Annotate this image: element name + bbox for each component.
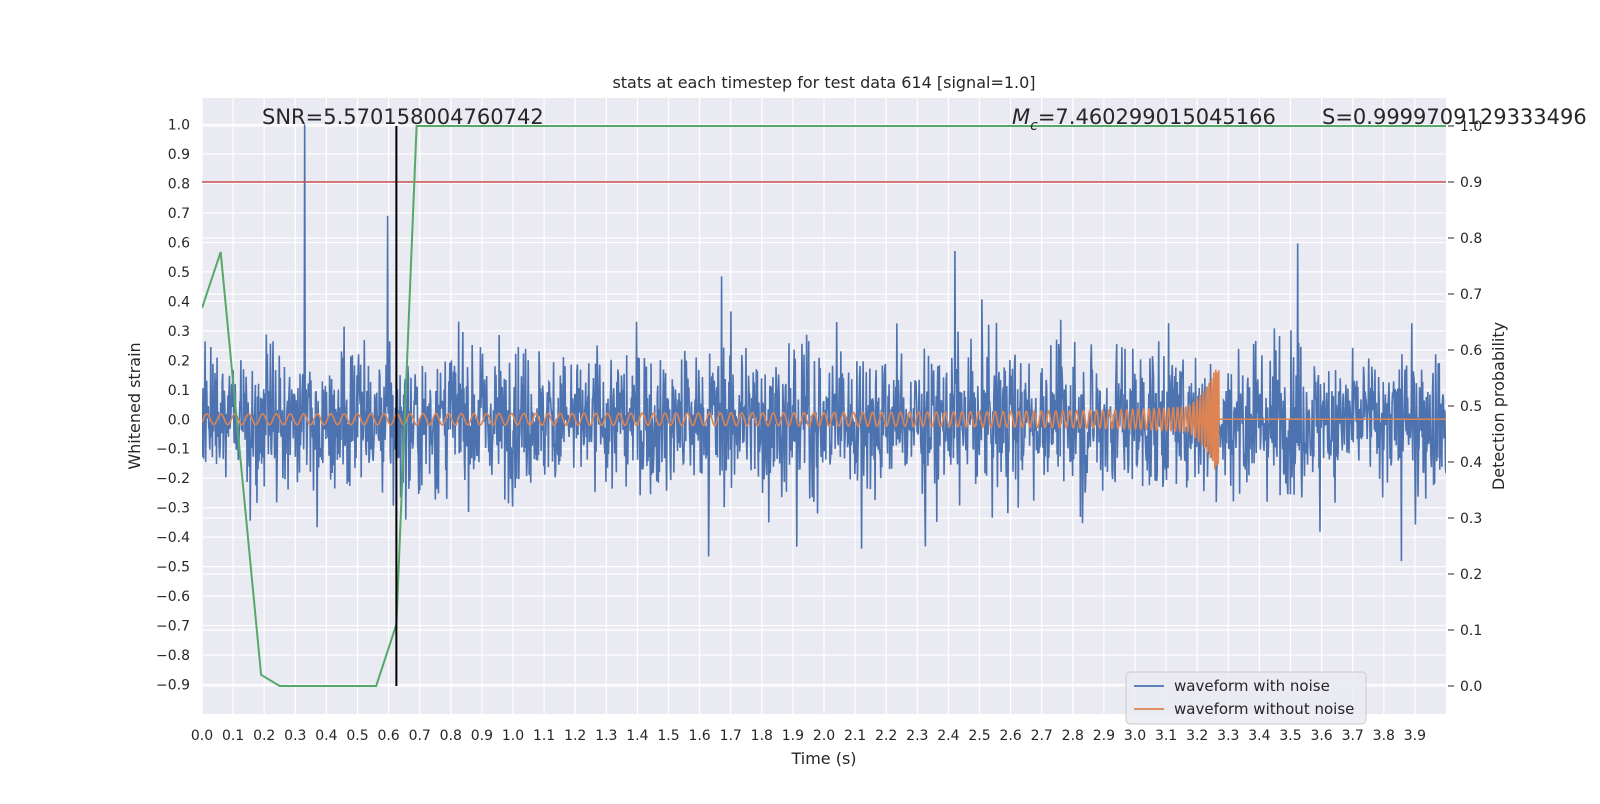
y-right-tick-label: 0.1 [1460, 623, 1482, 639]
x-tick-label: 0.6 [377, 728, 399, 744]
y-right-tick-label: 0.0 [1460, 679, 1482, 695]
x-tick-label: 0.0 [191, 728, 213, 744]
y-axis-label: Whitened strain [125, 342, 144, 469]
y-tick-label: 0.2 [168, 353, 190, 369]
x-tick-label: 3.9 [1404, 728, 1426, 744]
x-tick-label: 1.3 [595, 728, 617, 744]
x-tick-label: 0.5 [346, 728, 368, 744]
x-tick-label: 2.9 [1093, 728, 1115, 744]
x-tick-label: 2.4 [937, 728, 959, 744]
x-tick-label: 2.5 [968, 728, 990, 744]
y-tick-label: 0.8 [168, 176, 190, 192]
y-right-tick-label: 0.6 [1460, 343, 1482, 359]
x-tick-label: 3.5 [1279, 728, 1301, 744]
y-tick-label: −0.4 [156, 530, 190, 546]
x-tick-label: 3.4 [1248, 728, 1270, 744]
legend: waveform with noise waveform without noi… [1125, 671, 1367, 725]
y-tick-label: −0.1 [156, 442, 190, 458]
series-waveform-with-noise [202, 124, 1446, 562]
chirp-mass-annotation: Mc=7.460299015045166 [1012, 105, 1276, 134]
series-waveform-without-noise [202, 369, 1446, 470]
x-tick-label: 1.0 [502, 728, 524, 744]
y-tick-label: 1.0 [168, 118, 190, 134]
y-tick-label: 0.9 [168, 147, 190, 163]
x-tick-label: 1.4 [626, 728, 648, 744]
y-right-tick-label: 0.9 [1460, 175, 1482, 191]
x-tick-label: 1.1 [533, 728, 555, 744]
x-tick-label: 2.8 [1062, 728, 1084, 744]
grid [201, 98, 1446, 714]
y-tick-label: 0.3 [168, 324, 190, 340]
x-tick-label: 3.6 [1310, 728, 1332, 744]
y-tick-label: 0.7 [168, 206, 190, 222]
x-tick-label: 3.2 [1186, 728, 1208, 744]
y-tick-label: 0.0 [168, 412, 190, 428]
y-tick-label: −0.6 [156, 589, 190, 605]
x-tick-label: 1.9 [782, 728, 804, 744]
y-tick-label: −0.9 [156, 678, 190, 694]
x-tick-label: 3.0 [1124, 728, 1146, 744]
snr-annotation: SNR=5.570158004760742 [262, 105, 544, 129]
y-tick-label: 0.6 [168, 235, 190, 251]
x-tick-label: 1.2 [564, 728, 586, 744]
y-right-axis-label: Detection probability [1489, 322, 1508, 490]
series-detection-probability [202, 125, 1446, 687]
y-tick-label: −0.8 [156, 648, 190, 664]
x-tick-label: 3.1 [1155, 728, 1177, 744]
x-tick-label: 3.7 [1342, 728, 1364, 744]
y-right-tick-label: 0.7 [1460, 287, 1482, 303]
y-right-tick-label: 0.5 [1460, 399, 1482, 415]
x-tick-label: 3.3 [1217, 728, 1239, 744]
x-tick-label: 2.7 [1031, 728, 1053, 744]
x-tick-labels: 0.0 0.1 0.2 0.3 0.4 0.5 0.6 0.7 0.8 0.9 1.0 1.1 1.2 1… [191, 728, 1426, 744]
y-right-tick-label: 0.3 [1460, 511, 1482, 527]
x-tick-label: 0.9 [471, 728, 493, 744]
x-tick-label: 1.8 [751, 728, 773, 744]
y-right-tick-labels: 1.0 0.9 0.8 0.7 0.6 0.5 0.4 0.3 0.2 0.1 0.0 [1448, 119, 1482, 695]
detection-score-annotation: S=0.9999709129333496 [1322, 105, 1587, 129]
x-tick-label: 1.6 [688, 728, 710, 744]
y-tick-label: −0.2 [156, 471, 190, 487]
series-layer [202, 124, 1446, 687]
x-tick-label: 2.3 [906, 728, 928, 744]
y-tick-label: 0.5 [168, 265, 190, 281]
x-tick-label: 2.0 [813, 728, 835, 744]
legend-label-noisy: waveform with noise [1174, 677, 1330, 695]
x-tick-label: 2.6 [999, 728, 1021, 744]
y-tick-label: −0.3 [156, 501, 190, 517]
x-tick-label: 2.2 [875, 728, 897, 744]
x-tick-label: 0.2 [253, 728, 275, 744]
y-tick-label: 0.4 [168, 294, 190, 310]
x-tick-label: 1.5 [657, 728, 679, 744]
y-tick-label: −0.7 [156, 619, 190, 635]
y-right-tick-label: 0.2 [1460, 567, 1482, 583]
x-tick-label: 0.4 [315, 728, 337, 744]
x-axis-label: Time (s) [790, 749, 856, 768]
legend-box [1125, 671, 1367, 725]
y-right-tick-label: 1.0 [1460, 119, 1482, 135]
x-tick-label: 0.1 [222, 728, 244, 744]
y-right-tick-label: 0.8 [1460, 231, 1482, 247]
x-tick-label: 1.7 [720, 728, 742, 744]
y-tick-label: 0.1 [168, 383, 190, 399]
x-tick-label: 2.1 [844, 728, 866, 744]
x-tick-label: 0.7 [409, 728, 431, 744]
y-tick-label: −0.5 [156, 560, 190, 576]
legend-label-clean: waveform without noise [1174, 700, 1354, 718]
chart-title: stats at each timestep for test data 614… [612, 73, 1035, 92]
y-right-tick-label: 0.4 [1460, 455, 1482, 471]
x-tick-label: 3.8 [1373, 728, 1395, 744]
y-tick-labels: 1.0 0.9 0.8 0.7 0.6 0.5 0.4 0.3 0.2 0.1 0.0 −0.1 −0.… [156, 118, 190, 694]
x-tick-label: 0.3 [284, 728, 306, 744]
x-tick-label: 0.8 [440, 728, 462, 744]
